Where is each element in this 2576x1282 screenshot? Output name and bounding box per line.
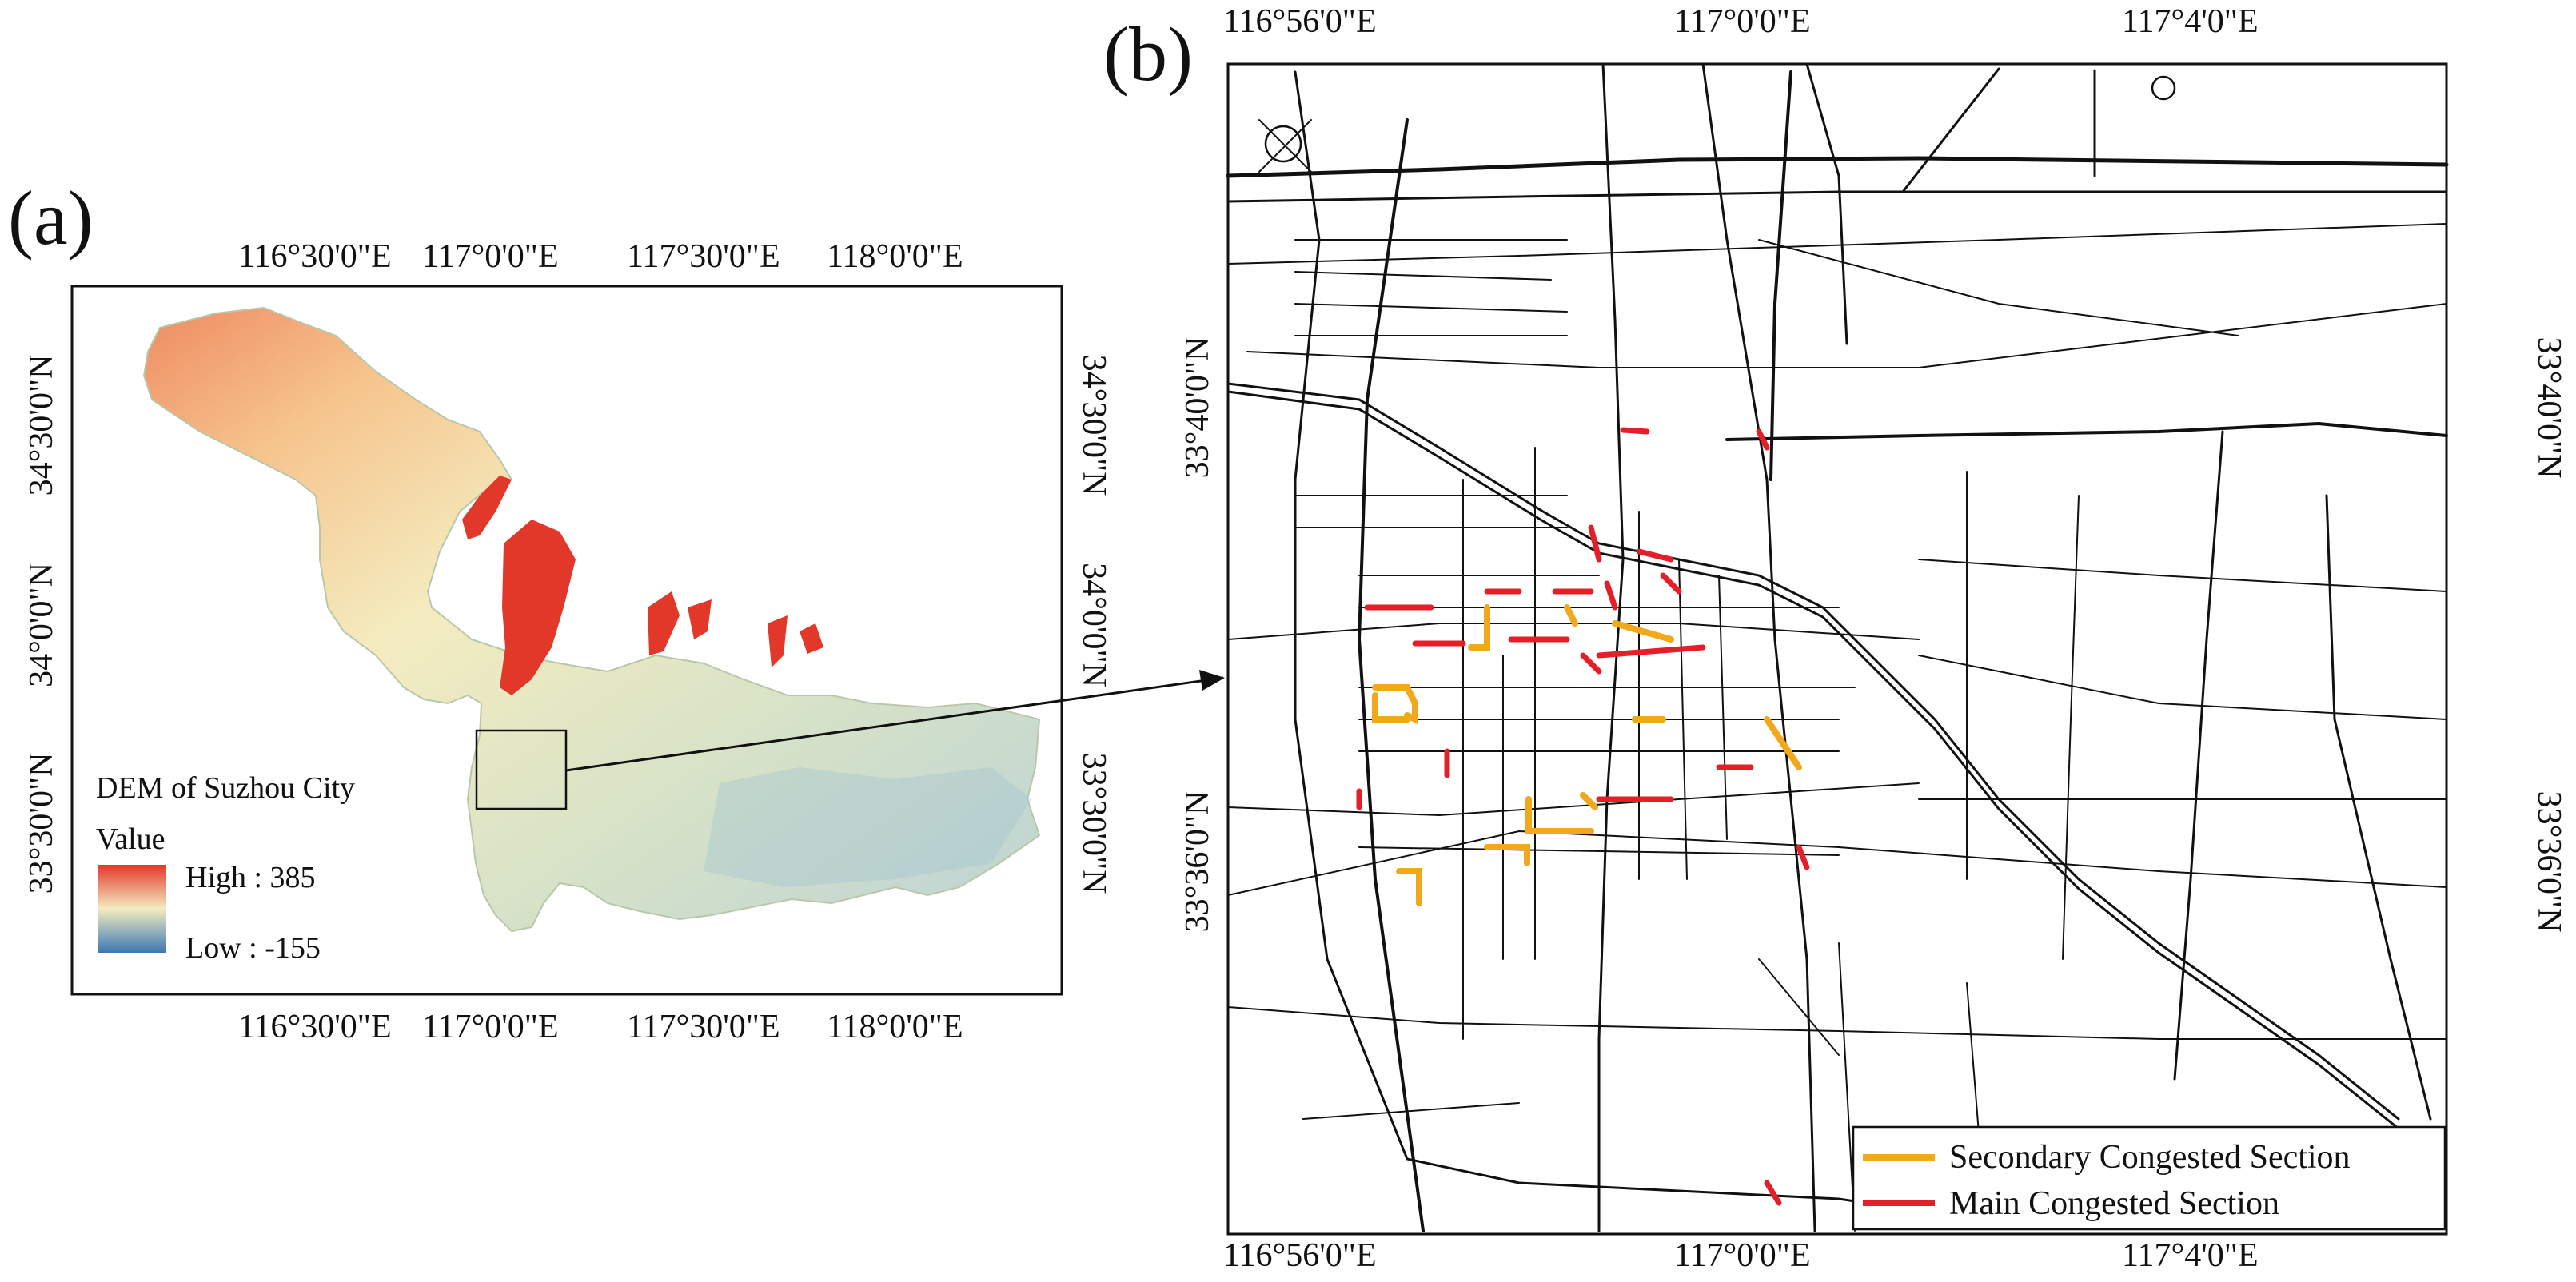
road-network (1226, 62, 2449, 1232)
panel-a-top-tick-1: 116°30'0"E (238, 238, 392, 275)
panel-a-bottom-tick-1: 116°30'0"E (238, 1009, 392, 1045)
dem-high-patch-1 (500, 520, 576, 695)
dem-legend-subtitle: Value (96, 822, 165, 856)
inset-connector-arrowhead (1199, 670, 1225, 691)
suzhou-dem-region (142, 306, 1041, 933)
dem-high-patch-5 (768, 615, 788, 667)
congestion-legend-box (1852, 1125, 2446, 1231)
inset-connector-line (565, 676, 1224, 772)
dem-legend-high: High : 385 (185, 861, 316, 894)
panel-a-bottom-tick-2: 117°0'0"E (422, 1009, 559, 1045)
legend-main-label: Main Congested Section (1949, 1185, 2279, 1222)
dem-high-patch-2 (462, 476, 512, 539)
panel-a-top-tick-4: 118°0'0"E (827, 238, 963, 275)
legend-secondary-label: Secondary Congested Section (1949, 1139, 2351, 1176)
panel-b-top-tick-3: 117°4'0"E (2122, 3, 2259, 40)
panel-b-bottom-tick-2: 117°0'0"E (1674, 1237, 1811, 1274)
panel-b-top-tick-1: 116°56'0"E (1223, 3, 1377, 40)
secondary-congested-sections (1372, 604, 1802, 906)
panel-a-top-tick-2: 117°0'0"E (422, 238, 559, 275)
dem-legend-ramp (98, 865, 166, 953)
dem-high-patch-4 (688, 599, 712, 639)
panel-a-bottom-tick-3: 117°30'0"E (627, 1009, 780, 1045)
dem-legend-low: Low : -155 (185, 931, 321, 965)
main-congested-sections (1356, 427, 1810, 1206)
panel-b-bottom-tick-3: 117°4'0"E (2122, 1237, 2259, 1274)
panel-a-bottom-tick-4: 118°0'0"E (827, 1009, 963, 1045)
dem-high-patch-6 (800, 623, 823, 654)
panel-a-top-tick-3: 117°30'0"E (627, 238, 780, 275)
panel-b-label: (b) (1103, 11, 1193, 97)
dem-legend-title: DEM of Suzhou City (96, 771, 356, 805)
panel-a-frame (70, 285, 1063, 996)
dem-low-area (704, 767, 1031, 887)
dem-high-patch-3 (648, 591, 680, 655)
panel-b-top-tick-2: 117°0'0"E (1674, 3, 1811, 40)
panel-a-label: (a) (8, 175, 94, 261)
panel-b-bottom-tick-1: 116°56'0"E (1223, 1237, 1377, 1274)
